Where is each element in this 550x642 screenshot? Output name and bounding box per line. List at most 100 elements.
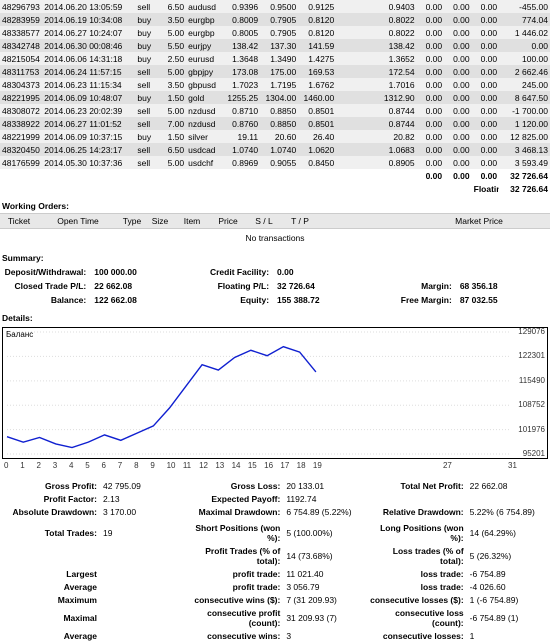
table-row: 482967932014.06.20 13:05:59sell6.50audus… (0, 0, 550, 13)
stat-value: 1 (-6 754.89) (467, 593, 550, 606)
chart-svg (3, 328, 547, 458)
stat-value: -6 754.89 (1) (467, 606, 550, 629)
y-tick-label: 95201 (523, 449, 545, 458)
stat-label: Maximal Drawdown: (183, 505, 283, 518)
summary-label: Equity: (184, 293, 273, 307)
chart-title: Баланс (6, 330, 33, 339)
x-tick-label: 4 (69, 461, 73, 470)
stat-label: loss trade: (367, 567, 467, 580)
x-tick-label: 18 (297, 461, 306, 470)
trades-subtotal-row: 0.00 0.00 0.00 32 726.64 (0, 169, 550, 182)
x-tick-label: 13 (215, 461, 224, 470)
y-tick-label: 122301 (518, 351, 545, 360)
stat-label: Maximum (0, 593, 100, 606)
open-trades-table: 482967932014.06.20 13:05:59sell6.50audus… (0, 0, 550, 195)
stat-value: 2.13 (100, 492, 183, 505)
stat-label: Short Positions (won %): (183, 521, 283, 544)
x-tick-label: 3 (53, 461, 57, 470)
stat-value: 3 056.79 (283, 580, 366, 593)
stat-label: Absolute Drawdown: (0, 505, 100, 518)
stat-value: 20 133.01 (283, 479, 366, 492)
floating-pl-row: Floating P/L: 32 726.64 (0, 182, 550, 195)
summary-label: Free Margin: (367, 293, 456, 307)
stat-value (100, 580, 183, 593)
stat-value: 1192.74 (283, 492, 366, 505)
stat-value: 14 (64.29%) (467, 521, 550, 544)
summary-value: 32 726.64 (273, 279, 367, 293)
y-tick-label: 101976 (518, 425, 545, 434)
x-tick-label: 15 (248, 461, 257, 470)
x-tick-label: 6 (102, 461, 106, 470)
summary-value (456, 265, 550, 279)
table-row: 481765992014.05.30 10:37:36sell5.00usdch… (0, 156, 550, 169)
details-title: Details: (2, 313, 550, 323)
table-row: 482219992014.06.09 10:37:15buy1.50silver… (0, 130, 550, 143)
stat-label: consecutive loss (count): (367, 606, 467, 629)
summary-value: 87 032.55 (456, 293, 550, 307)
stat-value: 22 662.08 (467, 479, 550, 492)
col-header: Item (174, 214, 210, 229)
table-row: 482219952014.06.09 10:48:07buy1.50gold12… (0, 91, 550, 104)
x-tick-label: 9 (150, 461, 154, 470)
tot-z1: 0.00 (417, 169, 445, 182)
stat-label: loss trade: (367, 580, 467, 593)
col-header: Price (210, 214, 246, 229)
stat-value: 3 (283, 629, 366, 642)
stat-label: Total Net Profit: (367, 479, 467, 492)
col-header: Ticket (0, 214, 38, 229)
stat-label: Long Positions (won %): (367, 521, 467, 544)
stat-label: consecutive losses: (367, 629, 467, 642)
balance-chart: Баланс 129076122301115490108752101976952… (2, 327, 548, 459)
summary-label: Closed Trade P/L: (0, 279, 90, 293)
stat-label: profit trade: (183, 567, 283, 580)
table-row: 483043732014.06.23 11:15:34sell3.50gbpus… (0, 78, 550, 91)
table-row: 483389222014.06.27 11:01:52sell7.00nzdus… (0, 117, 550, 130)
x-tick-label: 5 (85, 461, 89, 470)
stat-value: 11 021.40 (283, 567, 366, 580)
stat-value: 6 754.89 (5.22%) (283, 505, 366, 518)
summary-label: Credit Facility: (184, 265, 273, 279)
summary-value: 100 000.00 (90, 265, 184, 279)
stat-label (367, 492, 467, 505)
y-tick-label: 129076 (518, 327, 545, 336)
stats-table: Gross Profit:42 795.09Gross Loss:20 133.… (0, 479, 550, 642)
stat-value (100, 567, 183, 580)
stat-value: -4 026.60 (467, 580, 550, 593)
summary-label (367, 265, 456, 279)
stat-label: consecutive losses ($): (367, 593, 467, 606)
stat-label: Profit Trades (% of total): (183, 544, 283, 567)
x-tick-label: 7 (118, 461, 122, 470)
stat-label: Average (0, 580, 100, 593)
table-row: 482150542014.06.06 14:31:18buy2.50eurusd… (0, 52, 550, 65)
summary-value: 155 388.72 (273, 293, 367, 307)
floating-pl-value: 32 726.64 (499, 182, 550, 195)
summary-label: Floating P/L: (184, 279, 273, 293)
no-transactions: No transactions (0, 229, 550, 247)
x-tick-label: 17 (280, 461, 289, 470)
table-row: 483427482014.06.30 00:08:46buy5.50eurjpy… (0, 39, 550, 52)
stat-label: Expected Payoff: (183, 492, 283, 505)
summary-label: Balance: (0, 293, 90, 307)
stat-value: 7 (31 209.93) (283, 593, 366, 606)
x-tick-label: 11 (183, 461, 191, 470)
table-row: 483204502014.06.25 14:23:17sell6.50usdca… (0, 143, 550, 156)
x-tick-label: 1 (20, 461, 24, 470)
working-orders-header: TicketOpen TimeTypeSizeItemPriceS / LT /… (0, 213, 550, 229)
col-header: Open Time (38, 214, 118, 229)
tot-z2: 0.00 (444, 169, 472, 182)
stat-value: 5 (26.32%) (467, 544, 550, 567)
table-row: 482839592014.06.19 10:34:08buy3.50eurgbp… (0, 13, 550, 26)
x-tick-label: 2 (37, 461, 41, 470)
table-row: 483080722014.06.23 20:02:39sell5.00nzdus… (0, 104, 550, 117)
stat-label: profit trade: (183, 580, 283, 593)
floating-pl-label: Floating P/L: (472, 182, 500, 195)
stat-value: 1 (467, 629, 550, 642)
stat-value: 19 (100, 521, 183, 544)
col-header: Market Price (408, 214, 550, 229)
summary-label: Deposit/Withdrawal: (0, 265, 90, 279)
table-row: 483117532014.06.24 11:57:15sell5.00gbpjp… (0, 65, 550, 78)
stat-label: Largest (0, 567, 100, 580)
stat-value: 5 (100.00%) (283, 521, 366, 544)
stat-value: 3 170.00 (100, 505, 183, 518)
stat-label: Total Trades: (0, 521, 100, 544)
